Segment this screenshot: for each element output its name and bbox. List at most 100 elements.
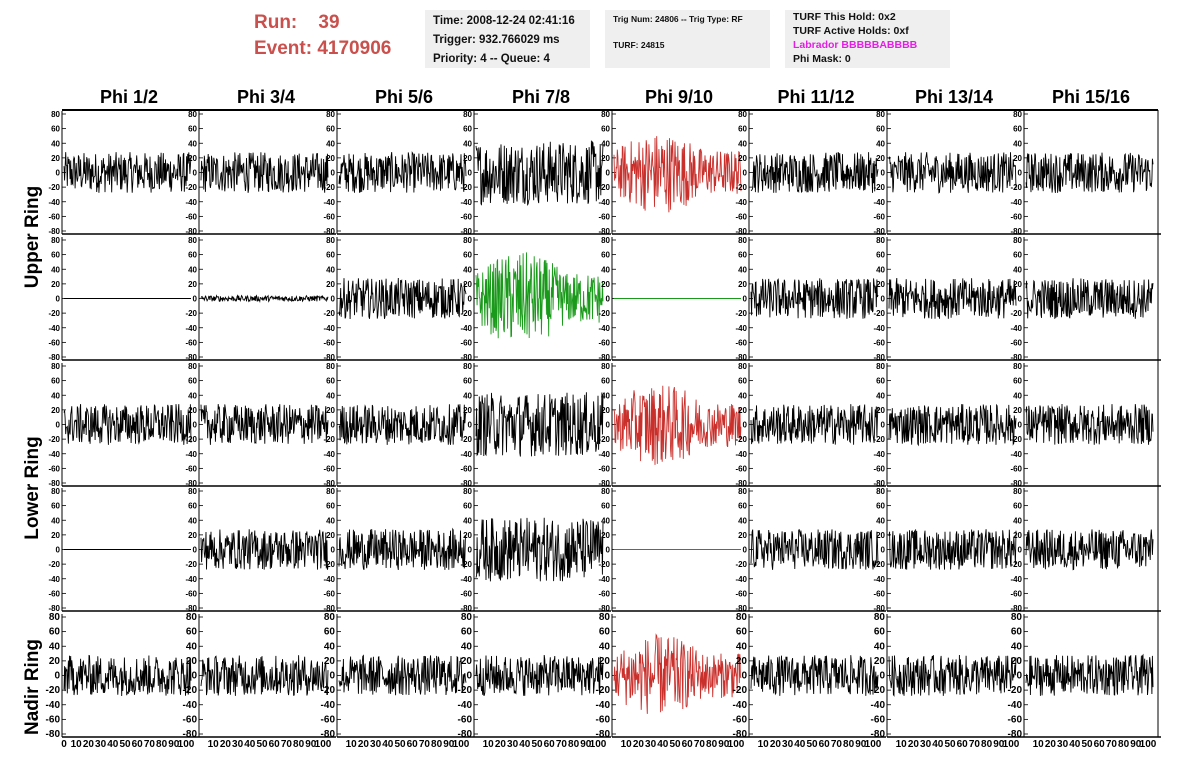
y-tick-label: -80 [460, 604, 472, 613]
y-tick-label: -20 [185, 435, 197, 444]
y-tick-label: -60 [460, 212, 472, 221]
y-tick-label: -80 [598, 479, 610, 488]
y-tick-label: 80 [463, 487, 472, 496]
y-tick-label: 60 [876, 251, 885, 260]
y-tick-label: -20 [48, 309, 60, 318]
waveform-panel-r2-c4: 80 60 40 20 0 -20 -40 -60 -80 [460, 236, 611, 362]
y-tick-label: -20 [598, 560, 610, 569]
y-tick-label: -20 [460, 183, 472, 192]
y-tick-label: 40 [188, 516, 197, 525]
y-tick-label: -20 [323, 435, 335, 444]
y-tick-label: 20 [461, 656, 473, 667]
run-value: 39 [318, 12, 340, 33]
y-tick-label: 0 [743, 421, 748, 430]
waveform-panel-r3-c3: 80 60 40 20 0 -20 -40 -60 -80 [323, 362, 474, 488]
y-tick-label: 40 [736, 641, 748, 652]
y-tick-label: 60 [51, 502, 60, 511]
y-tick-label: 0 [606, 295, 611, 304]
y-tick-label: 40 [51, 391, 60, 400]
y-tick-label: -60 [1010, 464, 1022, 473]
x-tick-label: 70 [556, 739, 568, 750]
y-tick-label: 40 [463, 139, 472, 148]
y-tick-label: -80 [1010, 227, 1022, 236]
y-tick-label: 0 [331, 546, 336, 555]
x-tick-label: 50 [531, 739, 543, 750]
y-tick-label: 60 [51, 125, 60, 134]
y-tick-label: -40 [598, 575, 610, 584]
y-tick-label: -40 [596, 700, 611, 711]
y-tick-label: -60 [735, 464, 747, 473]
y-tick-label: -40 [183, 700, 198, 711]
y-tick-label: -80 [48, 604, 60, 613]
y-tick-label: 20 [51, 154, 60, 163]
y-tick-label: 20 [876, 280, 885, 289]
y-tick-label: 40 [188, 265, 197, 274]
y-tick-label: 40 [188, 139, 197, 148]
y-tick-label: 60 [876, 377, 885, 386]
y-tick-label: -80 [871, 729, 886, 740]
y-tick-label: 0 [1018, 546, 1023, 555]
y-tick-label: 40 [461, 641, 473, 652]
y-tick-label: -80 [873, 604, 885, 613]
x-tick-label: 50 [806, 739, 818, 750]
turf-info-box: TURF This Hold: 0x2 TURF Active Holds: 0… [785, 10, 950, 68]
y-tick-label: 20 [188, 531, 197, 540]
y-tick-label: 80 [601, 236, 610, 245]
x-tick-label: 20 [633, 739, 645, 750]
y-tick-label: 20 [324, 656, 336, 667]
y-tick-label: 60 [1013, 502, 1022, 511]
y-tick-label: -20 [460, 309, 472, 318]
y-tick-label: 80 [326, 487, 335, 496]
x-tick-label: 90 [168, 739, 180, 750]
x-tick-label: 20 [1045, 739, 1057, 750]
waveform-panel-r4-c6: 80 60 40 20 0 -20 -40 -60 -80 [735, 487, 886, 613]
y-tick-label: 40 [601, 391, 610, 400]
y-tick-label: -60 [598, 464, 610, 473]
y-tick-label: 20 [49, 656, 61, 667]
x-tick-label: 90 [1130, 739, 1142, 750]
y-tick-label: 60 [326, 125, 335, 134]
y-tick-label: -20 [735, 309, 747, 318]
y-tick-label: -20 [460, 560, 472, 569]
y-tick-label: -60 [458, 714, 473, 725]
y-tick-label: 20 [601, 280, 610, 289]
x-tick-label: 80 [293, 739, 305, 750]
y-tick-label: -20 [873, 183, 885, 192]
y-tick-label: -20 [598, 309, 610, 318]
waveform-panel-r2-c1: 80 60 40 20 0 -20 -40 -60 -80 [48, 236, 199, 362]
y-tick-label: 20 [326, 154, 335, 163]
x-tick-label: 20 [908, 739, 920, 750]
x-tick-label: 80 [156, 739, 168, 750]
y-tick-label: 40 [463, 265, 472, 274]
labrador-text: Labrador BBBBBABBBB [793, 39, 918, 51]
y-tick-label: 60 [324, 627, 336, 638]
waveform-trace [200, 294, 329, 303]
y-tick-label: 40 [463, 516, 472, 525]
y-tick-label: -80 [1010, 604, 1022, 613]
y-tick-label: 40 [326, 391, 335, 400]
y-tick-label: 40 [326, 265, 335, 274]
y-tick-label: 20 [876, 531, 885, 540]
waveform-panel-r1-c8: 80 60 40 20 0 -20 -40 -60 -80 [1010, 110, 1161, 236]
y-tick-label: 0 [881, 295, 886, 304]
y-tick-label: 80 [51, 236, 60, 245]
x-tick-label: 50 [944, 739, 956, 750]
y-tick-label: 0 [879, 671, 885, 682]
x-tick-label: 100 [590, 739, 607, 750]
waveform-panel-r2-c3: 80 60 40 20 0 -20 -40 -60 -80 [323, 236, 474, 362]
y-tick-label: 20 [738, 154, 747, 163]
y-tick-label: 40 [876, 265, 885, 274]
y-tick-label: 60 [463, 377, 472, 386]
x-tick-label: 100 [1140, 739, 1157, 750]
y-tick-label: 80 [874, 612, 886, 623]
y-tick-label: 0 [331, 421, 336, 430]
y-tick-label: 0 [1018, 169, 1023, 178]
y-tick-label: -80 [460, 479, 472, 488]
waveform-panel-r1-c6: 80 60 40 20 0 -20 -40 -60 -80 [735, 110, 886, 236]
x-tick-label: 50 [669, 739, 681, 750]
y-tick-label: -20 [1010, 309, 1022, 318]
y-tick-label: -60 [48, 589, 60, 598]
y-tick-label: 20 [601, 154, 610, 163]
